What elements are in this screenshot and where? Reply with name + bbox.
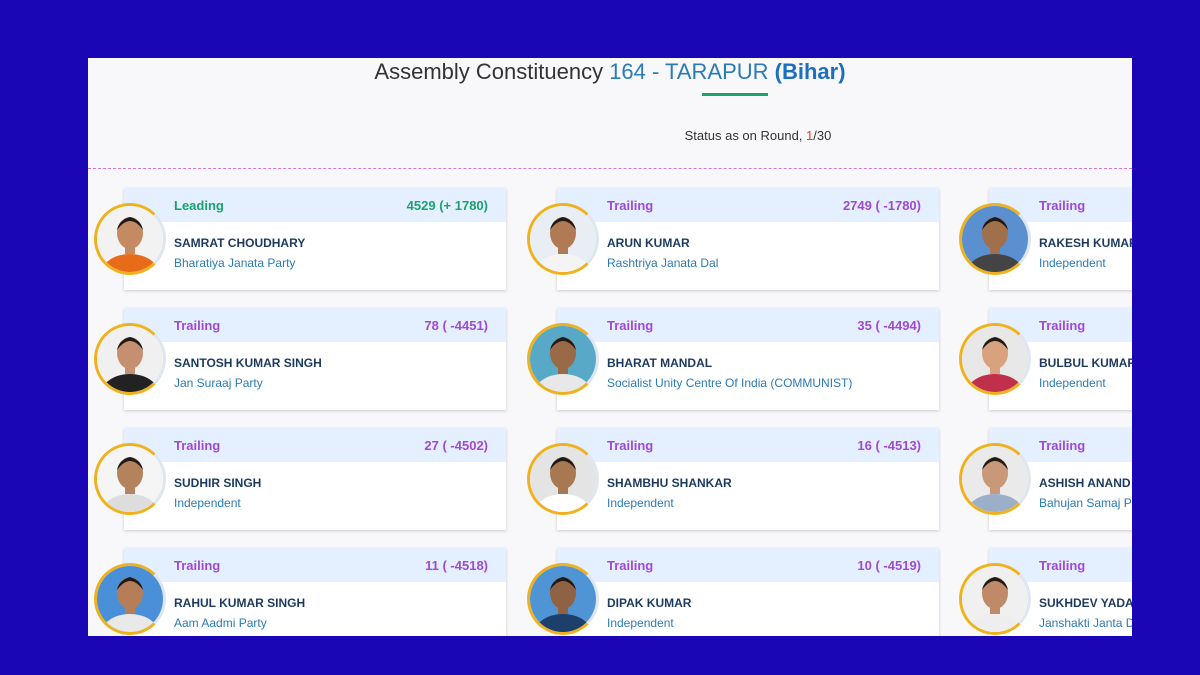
candidate-name: RAHUL KUMAR SINGH <box>174 596 306 610</box>
candidate-card[interactable]: Trailing BULBUL KUMARI Independent <box>989 308 1132 410</box>
candidate-card[interactable]: Trailing 11 ( -4518) RAHUL KUMAR SINGH Aam … <box>124 548 506 636</box>
status-label: Status as on Round, <box>684 128 807 143</box>
vote-count: 2749 ( -1780) <box>842 198 921 213</box>
candidate-name: BHARAT MANDAL <box>607 356 713 370</box>
vote-count: 11 ( -4518) <box>425 558 488 573</box>
card-header <box>557 188 939 222</box>
candidate-card[interactable]: Trailing 35 ( -4494) BHARAT MANDAL Socialis… <box>557 308 939 410</box>
party-name: Bahujan Samaj Party <box>1039 496 1132 510</box>
vote-count: 16 ( -4513) <box>857 438 921 453</box>
title-underline <box>702 93 768 96</box>
candidate-card[interactable]: Trailing SUKHDEV YADAV Janshakti Janta Dal <box>989 548 1132 636</box>
person-icon <box>530 446 596 512</box>
constituency-name: 164 - TARAPUR <box>609 59 769 84</box>
party-name: Independent <box>1039 376 1106 390</box>
vote-count: 27 ( -4502) <box>424 438 488 453</box>
person-icon <box>530 566 596 632</box>
candidate-card[interactable]: Trailing 10 ( -4519) DIPAK KUMAR Independen… <box>557 548 939 636</box>
candidate-photo <box>94 323 166 395</box>
candidate-name: SHAMBHU SHANKAR <box>607 476 732 490</box>
round-current: 1 <box>806 128 814 143</box>
status-label: Trailing <box>1039 558 1086 573</box>
candidate-name: SAMRAT CHOUDHARY <box>174 236 306 250</box>
candidate-name: DIPAK KUMAR <box>607 596 692 610</box>
candidate-photo <box>527 443 599 515</box>
status-label: Leading <box>174 198 224 213</box>
candidate-card[interactable]: Trailing 27 ( -4502) SUDHIR SINGH Independe… <box>124 428 506 530</box>
person-icon <box>962 206 1028 272</box>
candidate-photo <box>959 563 1031 635</box>
status-label: Trailing <box>1039 438 1086 453</box>
candidate-card[interactable]: Trailing 78 ( -4451) SANTOSH KUMAR SINGH Ja… <box>124 308 506 410</box>
vote-count: 78 ( -4451) <box>424 318 488 333</box>
page-title: Assembly Constituency 164 - TARAPUR (Bih… <box>88 58 1132 86</box>
person-icon <box>97 446 163 512</box>
round-total: /30 <box>813 128 832 143</box>
party-name: Independent <box>1039 256 1106 270</box>
person-icon <box>97 206 163 272</box>
candidate-card[interactable]: Trailing 16 ( -4513) SHAMBHU SHANKAR Indepe… <box>557 428 939 530</box>
party-name: Rashtriya Janata Dal <box>607 256 719 270</box>
status-label: Trailing <box>174 438 221 453</box>
person-icon <box>97 326 163 392</box>
card-header <box>124 548 506 582</box>
candidate-photo <box>959 443 1031 515</box>
person-icon <box>530 206 596 272</box>
card-header <box>124 188 506 222</box>
party-name: Bharatiya Janata Party <box>174 256 296 270</box>
candidate-name: BULBUL KUMARI <box>1039 356 1132 370</box>
candidate-name: SUKHDEV YADAV <box>1039 596 1132 610</box>
vote-count: 35 ( -4494) <box>857 318 921 333</box>
title-prefix: Assembly Constituency <box>374 59 610 84</box>
card-header <box>124 428 506 462</box>
candidate-photo <box>527 323 599 395</box>
results-panel: Assembly Constituency 164 - TARAPUR (Bih… <box>88 58 1132 636</box>
person-icon <box>962 446 1028 512</box>
candidate-photo <box>94 203 166 275</box>
state-name: (Bihar) <box>774 59 846 84</box>
card-header <box>557 428 939 462</box>
card-header <box>557 308 939 342</box>
card-header <box>557 548 939 582</box>
candidate-photo <box>959 203 1031 275</box>
party-name: Aam Aadmi Party <box>174 616 267 630</box>
party-name: Independent <box>607 616 674 630</box>
status-label: Trailing <box>174 558 221 573</box>
candidate-name: ASHISH ANAND <box>1039 476 1131 490</box>
status-label: Trailing <box>174 318 221 333</box>
status-label: Trailing <box>607 198 654 213</box>
candidate-name: RAKESH KUMAR <box>1039 236 1132 250</box>
candidate-photo <box>94 443 166 515</box>
candidate-photo <box>527 203 599 275</box>
divider <box>88 168 1132 169</box>
candidate-card[interactable]: Trailing 2749 ( -1780) ARUN KUMAR Rashtriya… <box>557 188 939 290</box>
status-label: Trailing <box>607 318 654 333</box>
round-status: Status as on Round, 1/30 <box>88 128 1132 143</box>
status-label: Trailing <box>607 558 654 573</box>
status-label: Trailing <box>1039 198 1086 213</box>
candidate-name: ARUN KUMAR <box>607 236 690 250</box>
party-name: Independent <box>607 496 674 510</box>
status-label: Trailing <box>1039 318 1086 333</box>
card-header <box>124 308 506 342</box>
candidate-photo <box>959 323 1031 395</box>
party-name: Janshakti Janta Dal <box>1039 616 1132 630</box>
candidate-card[interactable]: Leading 4529 (+ 1780) SAMRAT CHOUDHARY Bhar… <box>124 188 506 290</box>
candidate-name: SANTOSH KUMAR SINGH <box>174 356 322 370</box>
person-icon <box>962 326 1028 392</box>
candidate-photo <box>94 563 166 635</box>
candidate-name: SUDHIR SINGH <box>174 476 262 490</box>
party-name: Socialist Unity Centre Of India (COMMUNI… <box>607 376 853 390</box>
person-icon <box>97 566 163 632</box>
vote-count: 4529 (+ 1780) <box>406 198 488 213</box>
party-name: Independent <box>174 496 241 510</box>
status-label: Trailing <box>607 438 654 453</box>
person-icon <box>530 326 596 392</box>
candidate-photo <box>527 563 599 635</box>
party-name: Jan Suraaj Party <box>174 376 263 390</box>
vote-count: 10 ( -4519) <box>857 558 921 573</box>
person-icon <box>962 566 1028 632</box>
